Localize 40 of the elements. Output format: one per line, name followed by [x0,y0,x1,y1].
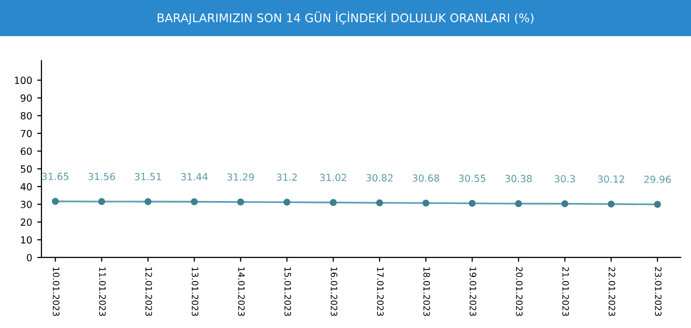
x-tick-label: 18.01.2023 [423,267,430,316]
x-tick-label: 11.01.2023 [99,267,106,316]
x-tick-label: 16.01.2023 [330,267,338,316]
y-tick-label: 90 [20,94,32,102]
y-tick-label: 20 [20,218,32,226]
data-label: 30.12 [598,175,624,183]
y-tick-label: 80 [20,112,32,120]
y-tick-label: 50 [20,165,32,173]
data-label: 31.44 [181,173,208,180]
y-tick-label: 30 [20,200,32,208]
x-tick-label: 14.01.2023 [238,267,245,316]
x-tick-label: 19.01.2023 [470,267,476,316]
data-label: 31.51 [134,172,162,180]
x-tick-label: 21.01.2023 [562,267,569,316]
data-label: 31.65 [42,172,68,180]
x-tick-label: 13.01.2023 [192,267,198,316]
chart-title: BARAJLARIMIZIN SON 14 GÜN İÇİNDEKİ DOLULUK ORANLARI (%) [158,11,534,25]
data-label: 29.96 [644,176,671,184]
data-label: 31.02 [320,174,346,182]
y-tick-label: 40 [20,183,32,190]
y-tick-label: 100 [14,76,32,84]
x-tick-label: 22.01.2023 [608,267,616,316]
x-tick-label: 23.01.2023 [654,267,662,316]
data-label: 30.3 [554,175,575,182]
x-tick-label: 12.01.2023 [145,267,152,316]
data-label: 31.56 [88,172,115,180]
data-label: 30.38 [505,174,532,182]
x-tick-label: 10.01.2023 [52,267,60,316]
x-tick-label: 17.01.2023 [377,267,384,316]
data-label: 30.68 [412,174,440,182]
y-tick-label: 0 [26,254,32,262]
y-tick-label: 10 [21,236,32,244]
data-label: 31.29 [227,173,254,181]
y-tick-label: 60 [20,148,32,155]
data-label: 30.82 [366,174,393,182]
data-label: 30.55 [459,174,486,182]
data-label: 31.2 [276,173,297,181]
x-tick-label: 20.01.2023 [516,267,523,316]
y-tick-label: 70 [20,130,32,138]
x-tick-label: 15.01.2023 [284,267,292,316]
